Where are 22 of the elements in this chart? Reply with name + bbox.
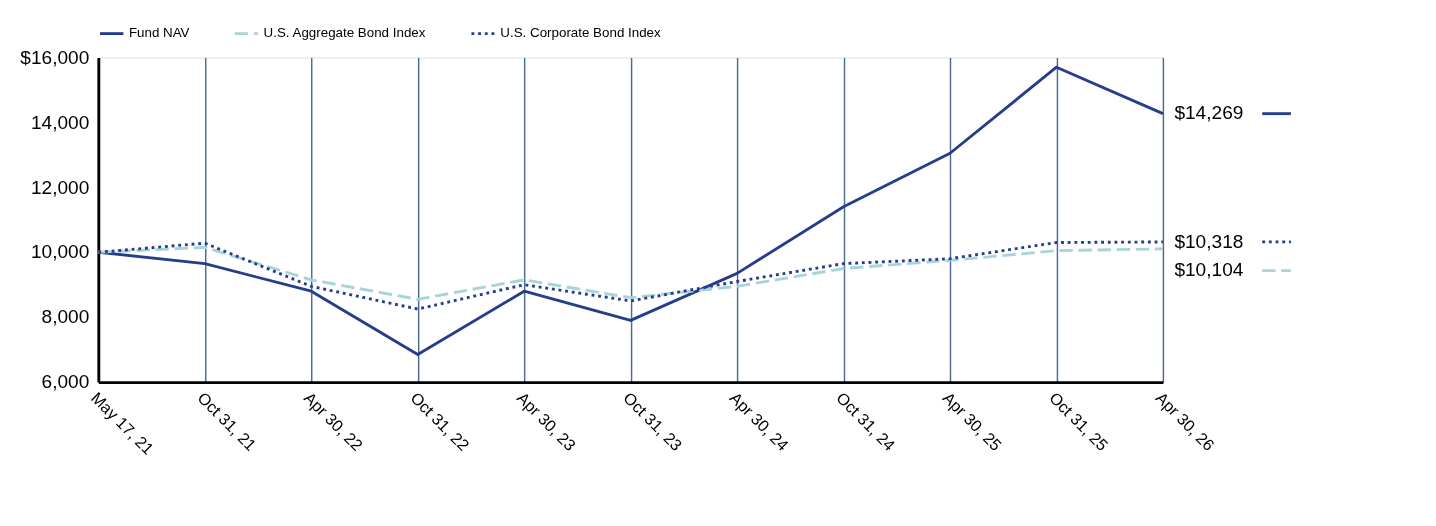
y-tick-label: 8,000 [41, 306, 90, 328]
y-tick-label: 14,000 [30, 111, 90, 133]
x-tick-label: Oct 31, 25 [1046, 388, 1112, 455]
data-label: $10,318 [1174, 230, 1244, 252]
x-tick-label: Apr 30, 24 [726, 388, 793, 455]
x-tick-label: Apr 30, 26 [1152, 388, 1219, 455]
y-tick-label: $16,000 [20, 46, 90, 68]
x-tick-label: Oct 31, 21 [194, 388, 261, 455]
y-tick-label: 6,000 [41, 371, 90, 393]
legend-label: Fund NAV [128, 25, 190, 41]
y-tick-label: 10,000 [30, 241, 90, 263]
x-tick-label: Oct 31, 22 [407, 388, 473, 455]
legend-label: U.S. Aggregate Bond Index [263, 25, 426, 41]
data-label: $10,104 [1174, 259, 1244, 281]
x-tick-label: Oct 31, 23 [620, 388, 686, 455]
y-tick-label: 12,000 [30, 176, 90, 198]
x-tick-label: Oct 31, 24 [833, 388, 899, 455]
legend-label: U.S. Corporate Bond Index [500, 25, 662, 41]
x-tick-label: Apr 30, 22 [300, 388, 367, 455]
x-tick-label: Apr 30, 25 [939, 388, 1006, 455]
data-label: $14,269 [1174, 102, 1244, 124]
x-tick-label: Apr 30, 23 [513, 388, 580, 455]
